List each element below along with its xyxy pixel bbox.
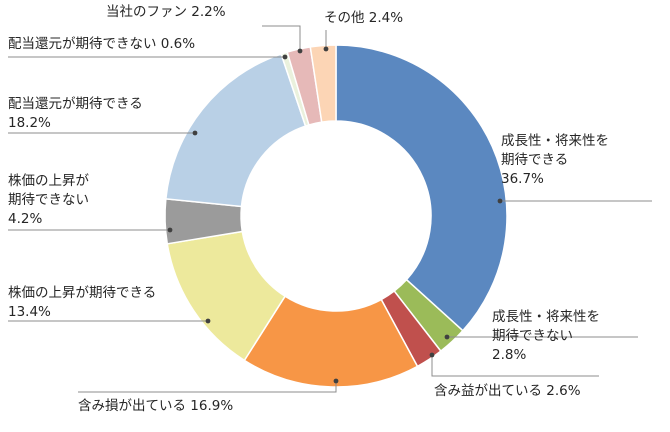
slice-label-line: 期待できる (501, 152, 568, 168)
leader-dot-5 (205, 318, 211, 324)
slice-label-line: 期待できない (492, 328, 573, 344)
leader-dot-9 (297, 48, 303, 54)
donut-slice-10 (309, 44, 337, 123)
slice-label-3: 含み益が出ている 2.6% (434, 383, 581, 399)
slice-label-line: 36.7% (501, 171, 544, 187)
slice-label-line: その他 2.4% (324, 10, 403, 26)
leader-dot-6 (167, 227, 173, 233)
slice-label-7: 配当還元が期待できる 18.2% (8, 96, 143, 131)
donut-slice-7 (165, 53, 307, 208)
slice-label-line: 当社のファン 2.2% (106, 4, 226, 20)
slice-label-2: 成長性・将来性を期待できない 2.8% (492, 309, 600, 363)
slice-label-line: 含み損が出ている 16.9% (78, 398, 233, 414)
slice-label-line: 期待できない (8, 192, 89, 208)
leader-dot-4 (333, 378, 339, 384)
donut-slice-1 (335, 44, 508, 332)
chart-leader-lines (8, 25, 652, 393)
leader-line-4 (78, 381, 337, 393)
leader-dot-7 (192, 130, 198, 136)
slice-label-line: 18.2% (8, 115, 51, 131)
leader-line-9 (262, 25, 301, 51)
slice-label-1: 成長性・将来性を期待できる 36.7% (501, 133, 609, 187)
slice-label-line: 株価の上昇が (8, 173, 89, 189)
leader-dot-8 (282, 54, 288, 60)
slice-label-9: 当社のファン 2.2% (106, 4, 226, 20)
slice-label-line: 含み益が出ている 2.6% (434, 383, 581, 399)
slice-label-5: 株価の上昇が期待できる 13.4% (8, 285, 156, 320)
slice-label-8: 配当還元が期待できない 0.6% (8, 36, 195, 52)
slice-label-10: その他 2.4% (324, 10, 403, 26)
slice-label-line: 4.2% (8, 211, 42, 227)
slice-label-line: 13.4% (8, 304, 51, 320)
slice-label-line: 株価の上昇が期待できる (8, 285, 156, 301)
slice-label-line: 成長性・将来性を (492, 309, 600, 325)
slice-label-line: 2.8% (492, 347, 526, 363)
leader-line-3 (431, 355, 599, 377)
slice-label-line: 配当還元が期待できる (8, 96, 143, 112)
leader-dot-1 (497, 198, 503, 204)
leader-dot-2 (444, 334, 450, 340)
chart-labels: 成長性・将来性を期待できる 36.7%成長性・将来性を期待できない 2.8%含み益が… (8, 4, 609, 414)
leader-dot-10 (323, 46, 329, 52)
slice-label-4: 含み損が出ている 16.9% (78, 398, 233, 414)
slice-label-6: 株価の上昇が期待できない 4.2% (8, 173, 89, 227)
slice-label-line: 配当還元が期待できない 0.6% (8, 36, 195, 52)
slice-label-line: 成長性・将来性を (501, 133, 609, 149)
chart-slices (164, 44, 508, 388)
leader-dot-3 (429, 352, 435, 358)
